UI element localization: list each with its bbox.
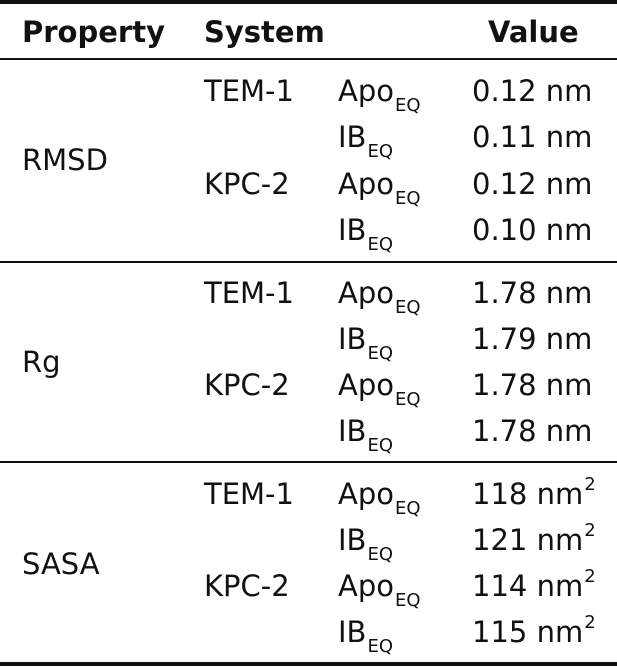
state-label: ApoEQ — [338, 477, 421, 519]
system-label: KPC-2 — [204, 167, 290, 201]
property-rg: Rg — [22, 345, 61, 379]
value-cell: 115 nm2 — [472, 612, 596, 649]
system-label: KPC-2 — [204, 569, 290, 603]
value-cell: 1.78 nm — [472, 414, 593, 448]
state-label: IBEQ — [338, 414, 393, 456]
state-label: IBEQ — [338, 523, 393, 565]
state-label: IBEQ — [338, 615, 393, 657]
value-cell: 0.11 nm — [472, 120, 593, 154]
value-cell: 0.10 nm — [472, 213, 593, 247]
header-property: Property — [22, 15, 165, 49]
state-label: ApoEQ — [338, 74, 421, 116]
state-label: IBEQ — [338, 213, 393, 255]
value-cell: 0.12 nm — [472, 74, 593, 108]
system-label: KPC-2 — [204, 368, 290, 402]
top-rule — [0, 0, 617, 4]
property-sasa: SASA — [22, 547, 100, 581]
system-label: TEM-1 — [204, 74, 294, 108]
state-label: IBEQ — [338, 120, 393, 162]
header-system: System — [204, 15, 325, 49]
group-divider — [0, 461, 617, 463]
state-label: ApoEQ — [338, 569, 421, 611]
group-divider — [0, 261, 617, 263]
header-value: Value — [488, 15, 579, 49]
value-cell: 1.78 nm — [472, 276, 593, 310]
value-cell: 1.78 nm — [472, 368, 593, 402]
property-rmsd: RMSD — [22, 143, 108, 177]
value-cell: 114 nm2 — [472, 566, 596, 603]
system-label: TEM-1 — [204, 477, 294, 511]
value-cell: 121 nm2 — [472, 520, 596, 557]
state-label: ApoEQ — [338, 368, 421, 410]
state-label: ApoEQ — [338, 276, 421, 318]
state-label: ApoEQ — [338, 167, 421, 209]
value-cell: 1.79 nm — [472, 322, 593, 356]
header-rule — [0, 58, 617, 60]
bottom-rule — [0, 662, 617, 666]
system-label: TEM-1 — [204, 276, 294, 310]
value-cell: 118 nm2 — [472, 474, 596, 511]
value-cell: 0.12 nm — [472, 167, 593, 201]
state-label: IBEQ — [338, 322, 393, 364]
